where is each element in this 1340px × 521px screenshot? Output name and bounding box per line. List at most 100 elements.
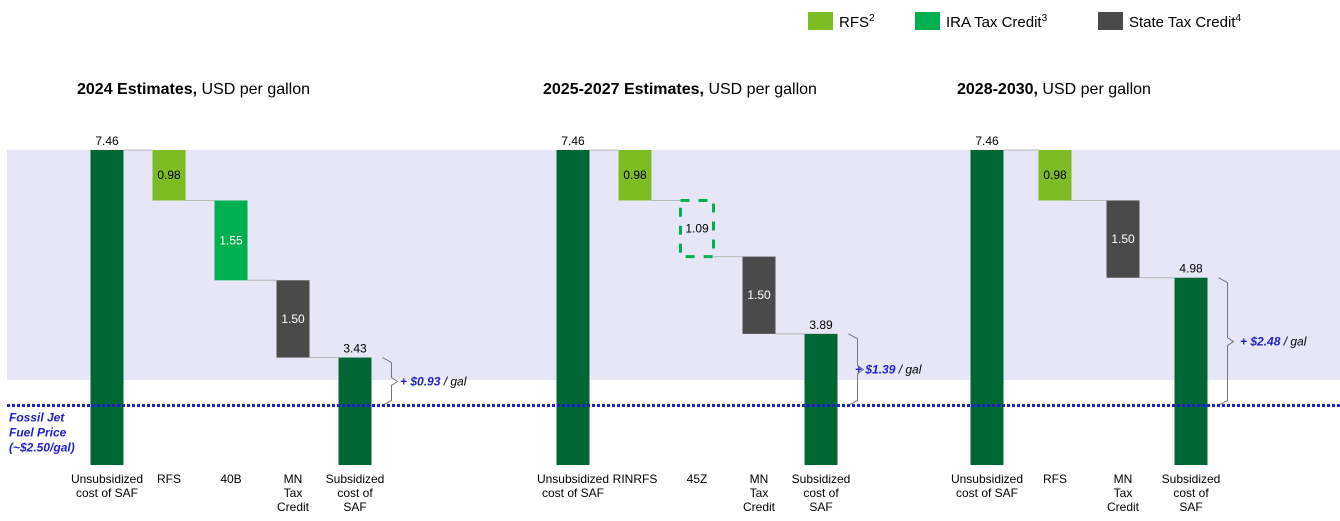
legend-label-state-tax-credit: State Tax Credit4 xyxy=(1129,13,1241,31)
category-label-line: cost of SAF xyxy=(956,486,1018,500)
category-label-line: cost of xyxy=(803,486,839,500)
fossil-price-label-line: (~$2.50/gal) xyxy=(9,440,75,454)
category-label-line: Unsubsidized xyxy=(71,472,143,486)
premium-unit: / gal xyxy=(895,363,921,377)
bar-mn-tax-credit xyxy=(276,280,310,358)
value-label-subsidized-cost-of-saf: 3.43 xyxy=(343,342,367,356)
value-label-45z: 1.09 xyxy=(685,222,709,236)
bar-40b xyxy=(214,200,248,281)
category-label-line: Unsubsidized xyxy=(951,472,1023,486)
legend-footnote: 3 xyxy=(1042,13,1048,24)
category-label-line: SAF xyxy=(1179,500,1202,514)
premium-unit: / gal xyxy=(1280,335,1306,349)
category-label-line: MN xyxy=(750,472,769,486)
panel-3: 2028-2030, USD per gallon 7.46 Unsubsidize… xyxy=(951,81,1307,514)
premium-bracket xyxy=(382,357,399,406)
category-label-subsidized-cost-of-saf: Subsidized cost of SAF xyxy=(1162,472,1221,514)
panel-title: 2028-2030, USD per gallon xyxy=(957,81,1151,98)
category-label-line: SAF xyxy=(809,500,832,514)
category-label-unsubsidized-cost-of-saf: Unsubsidized cost of SAF xyxy=(71,472,143,500)
category-label-unsubsidized-cost-of-saf: Unsubsidized cost of SAF xyxy=(537,472,609,500)
category-label-line: Subsidized xyxy=(1162,472,1221,486)
category-label-mn-tax-credit: MN Tax Credit xyxy=(277,472,310,514)
category-label-rfs: RFS xyxy=(157,472,181,486)
legend-swatch-ira-tax-credit xyxy=(915,12,940,30)
category-label-mn-tax-credit: MN Tax Credit xyxy=(1107,472,1140,514)
premium-label: + $2.48 / gal xyxy=(1240,335,1307,349)
legend-label-text: State Tax Credit xyxy=(1129,14,1236,31)
premium-bracket xyxy=(848,333,865,406)
bar-45z xyxy=(679,198,715,259)
value-label-unsubsidized-cost-of-saf: 7.46 xyxy=(561,134,585,148)
category-label-mn-tax-credit: MN Tax Credit xyxy=(743,472,776,514)
category-label-line: cost of SAF xyxy=(76,486,138,500)
panel-title-unit: USD per gallon xyxy=(197,81,310,98)
panel-title-unit: USD per gallon xyxy=(1038,81,1151,98)
category-label-line: RFS xyxy=(1043,472,1067,486)
category-label-40b: 40B xyxy=(220,472,241,486)
value-label-unsubsidized-cost-of-saf: 7.46 xyxy=(95,134,119,148)
value-label-rinrfs: 0.98 xyxy=(623,168,647,182)
premium-amount: + $2.48 xyxy=(1240,335,1281,349)
category-label-line: Unsubsidized xyxy=(537,472,609,486)
premium-unit: / gal xyxy=(440,374,466,388)
category-label-line: RFS xyxy=(157,472,181,486)
bar-unsubsidized-cost-of-saf xyxy=(90,150,124,465)
category-label-line: Credit xyxy=(1107,500,1140,514)
value-label-mn-tax-credit: 1.50 xyxy=(281,312,305,326)
panel-title: 2025-2027 Estimates, USD per gallon xyxy=(543,81,817,98)
category-label-unsubsidized-cost-of-saf: Unsubsidized cost of SAF xyxy=(951,472,1023,500)
bar-rfs xyxy=(152,150,186,201)
panel-title-bold: 2025-2027 Estimates, xyxy=(543,81,704,98)
category-label-line: cost of xyxy=(1173,486,1209,500)
value-label-rfs: 0.98 xyxy=(157,168,181,182)
panel-title: 2024 Estimates, USD per gallon xyxy=(77,81,310,98)
premium-amount: + $0.93 xyxy=(400,374,441,388)
category-label-line: Tax xyxy=(284,486,303,500)
category-label-line: MN xyxy=(284,472,303,486)
value-label-mn-tax-credit: 1.50 xyxy=(1111,232,1135,246)
category-label-line: Credit xyxy=(743,500,776,514)
value-label-subsidized-cost-of-saf: 3.89 xyxy=(809,318,833,332)
fossil-price-label-line: Fossil Jet xyxy=(9,410,65,424)
legend-swatch-rfs xyxy=(808,12,833,30)
bar-subsidized-cost-of-saf xyxy=(338,357,372,465)
legend-label-ira-tax-credit: IRA Tax Credit3 xyxy=(946,13,1048,31)
category-label-line: Credit xyxy=(277,500,310,514)
category-label-rfs: RFS xyxy=(1043,472,1067,486)
premium-label: + $1.39 / gal xyxy=(855,363,922,377)
category-label-line: RINRFS xyxy=(613,472,658,486)
legend-label-text: IRA Tax Credit xyxy=(946,14,1042,31)
bar-unsubsidized-cost-of-saf xyxy=(970,150,1004,465)
premium-bracket xyxy=(1218,277,1235,406)
category-label-line: MN xyxy=(1114,472,1133,486)
legend-swatch-state-tax-credit xyxy=(1098,12,1123,30)
legend-label-text: RFS xyxy=(839,14,869,31)
bar-subsidized-cost-of-saf xyxy=(1174,277,1208,465)
category-label-line: Subsidized xyxy=(326,472,385,486)
bar-subsidized-cost-of-saf xyxy=(804,333,838,465)
category-label-line: 40B xyxy=(220,472,241,486)
category-label-rinrfs: RINRFS xyxy=(613,472,658,486)
panel-1: 2024 Estimates, USD per gallon 7.46 Unsubs… xyxy=(71,81,467,514)
bar-rinrfs xyxy=(618,150,652,201)
panel-title-unit: USD per gallon xyxy=(704,81,817,98)
bar-rfs xyxy=(1038,150,1072,201)
value-label-unsubsidized-cost-of-saf: 7.46 xyxy=(975,134,999,148)
premium-amount: + $1.39 xyxy=(855,363,896,377)
category-label-line: Tax xyxy=(1114,486,1133,500)
category-label-line: cost of xyxy=(337,486,373,500)
shaded-band xyxy=(7,150,1340,380)
legend-footnote: 4 xyxy=(1235,13,1241,24)
bar-mn-tax-credit xyxy=(742,256,776,334)
fossil-price-label-line: Fuel Price xyxy=(9,425,67,439)
fossil-price-label: Fossil Jet Fuel Price (~$2.50/gal) xyxy=(9,410,75,454)
panel-title-bold: 2024 Estimates, xyxy=(77,81,197,98)
value-label-40b: 1.55 xyxy=(219,233,243,247)
category-label-line: cost of SAF xyxy=(542,486,604,500)
category-label-45z: 45Z xyxy=(687,472,708,486)
legend-footnote: 2 xyxy=(869,13,875,24)
bar-mn-tax-credit xyxy=(1106,200,1140,278)
category-label-subsidized-cost-of-saf: Subsidized cost of SAF xyxy=(326,472,385,514)
